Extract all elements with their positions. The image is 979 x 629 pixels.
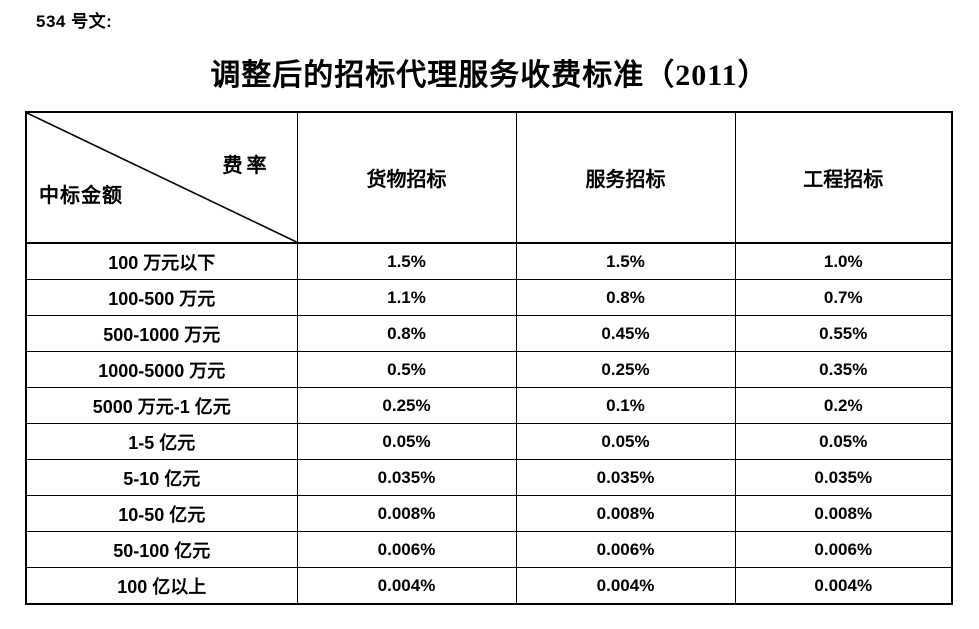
fee-cell: 0.006% (734, 531, 953, 568)
fee-cell: 0.25% (515, 351, 736, 388)
row-label: 100-500 万元 (25, 279, 298, 316)
fee-cell: 0.008% (734, 495, 953, 532)
fee-cell: 0.8% (296, 315, 517, 352)
fee-cell: 0.5% (296, 351, 517, 388)
column-header-works: 工程招标 (734, 111, 953, 244)
fee-cell: 1.1% (296, 279, 517, 316)
page-title: 调整后的招标代理服务收费标准（2011） (210, 59, 769, 92)
fee-cell: 0.006% (296, 531, 517, 568)
fee-cell: 0.035% (296, 459, 517, 496)
fee-cell: 1.0% (734, 242, 953, 280)
fee-cell: 0.008% (515, 495, 736, 532)
fee-cell: 0.7% (734, 279, 953, 316)
fee-cell: 0.004% (296, 567, 517, 605)
row-label: 5000 万元-1 亿元 (25, 387, 298, 424)
table-row: 500-1000 万元 0.8% 0.45% 0.55% (25, 315, 953, 352)
fee-cell: 0.004% (515, 567, 736, 605)
fee-cell: 0.008% (296, 495, 517, 532)
fee-cell: 0.05% (296, 423, 517, 460)
row-label: 500-1000 万元 (25, 315, 298, 352)
table-row: 1-5 亿元 0.05% 0.05% 0.05% (25, 423, 953, 460)
table-row: 10-50 亿元 0.008% 0.008% 0.008% (25, 495, 953, 532)
row-label: 100 万元以下 (25, 242, 298, 280)
table-row: 5-10 亿元 0.035% 0.035% 0.035% (25, 459, 953, 496)
row-label: 1-5 亿元 (25, 423, 298, 460)
row-label: 5-10 亿元 (25, 459, 298, 496)
table-row: 50-100 亿元 0.006% 0.006% 0.006% (25, 531, 953, 568)
diagonal-line-icon (27, 113, 297, 242)
corner-label-amount: 中标金额 (39, 185, 123, 207)
doc-reference: 534 号文: (36, 12, 113, 31)
row-label: 1000-5000 万元 (25, 351, 298, 388)
table-row: 5000 万元-1 亿元 0.25% 0.1% 0.2% (25, 387, 953, 424)
fee-cell: 0.1% (515, 387, 736, 424)
fee-cell: 0.2% (734, 387, 953, 424)
fee-cell: 0.006% (515, 531, 736, 568)
fee-standard-table: 费率 中标金额 货物招标 服务招标 工程招标 100 万元以下 1.5% 1.5… (25, 111, 953, 605)
table-row: 100 亿以上 0.004% 0.004% 0.004% (25, 567, 953, 605)
fee-cell: 1.5% (296, 242, 517, 280)
fee-cell: 0.35% (734, 351, 953, 388)
fee-cell: 0.05% (515, 423, 736, 460)
fee-cell: 0.035% (515, 459, 736, 496)
table-row: 100-500 万元 1.1% 0.8% 0.7% (25, 279, 953, 316)
table-row: 100 万元以下 1.5% 1.5% 1.0% (25, 242, 953, 280)
corner-label-rate: 费率 (222, 155, 271, 177)
column-header-service: 服务招标 (515, 111, 736, 244)
row-label: 10-50 亿元 (25, 495, 298, 532)
row-label: 50-100 亿元 (25, 531, 298, 568)
header-row: 费率 中标金额 货物招标 服务招标 工程招标 (25, 111, 953, 244)
corner-header-cell: 费率 中标金额 (25, 111, 298, 244)
table-row: 1000-5000 万元 0.5% 0.25% 0.35% (25, 351, 953, 388)
fee-cell: 0.035% (734, 459, 953, 496)
fee-cell: 0.8% (515, 279, 736, 316)
fee-cell: 0.004% (734, 567, 953, 605)
fee-cell: 1.5% (515, 242, 736, 280)
column-header-goods: 货物招标 (296, 111, 517, 244)
fee-cell: 0.45% (515, 315, 736, 352)
fee-cell: 0.25% (296, 387, 517, 424)
row-label: 100 亿以上 (25, 567, 298, 605)
fee-cell: 0.55% (734, 315, 953, 352)
fee-cell: 0.05% (734, 423, 953, 460)
